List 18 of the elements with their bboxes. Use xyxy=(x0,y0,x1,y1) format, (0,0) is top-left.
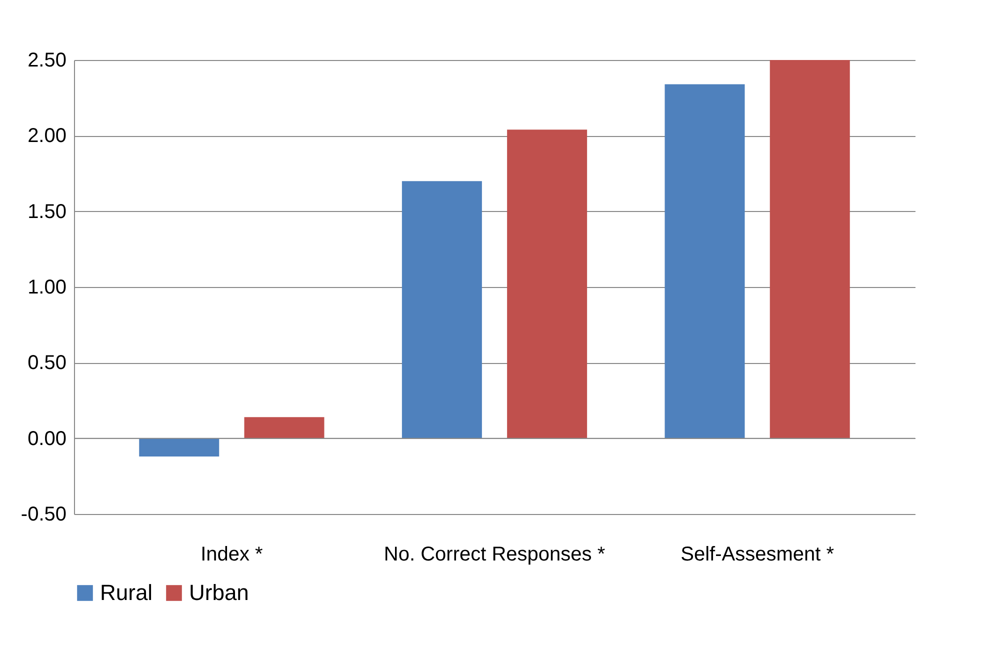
bar xyxy=(244,417,324,438)
bar xyxy=(770,60,850,438)
y-tick-label: 1.50 xyxy=(28,200,66,223)
x-tick-label: Index * xyxy=(200,544,264,566)
y-tick-label: 1.00 xyxy=(28,276,66,298)
x-tick-label: No. Correct Responses * xyxy=(384,544,606,566)
y-tick-label: 0.00 xyxy=(28,428,66,450)
bar xyxy=(664,84,745,438)
bar xyxy=(402,181,482,438)
legend-label: Urban xyxy=(189,580,249,605)
legend-label: Rural xyxy=(100,580,153,605)
y-tick-label: 2.50 xyxy=(28,50,66,72)
y-tick-label: 2.00 xyxy=(28,125,66,148)
bar xyxy=(507,130,588,438)
x-tick-label: Self-Assesment * xyxy=(680,544,834,566)
y-tick-label: 0.50 xyxy=(28,352,66,374)
bar xyxy=(139,438,220,456)
y-tick-label: -0.50 xyxy=(20,504,66,526)
